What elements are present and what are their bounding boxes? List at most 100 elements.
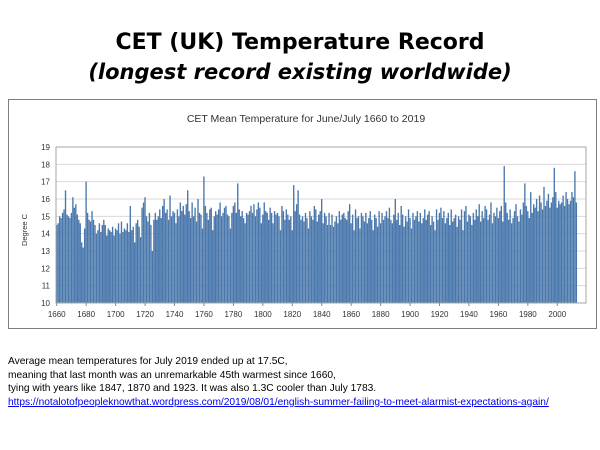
bar (204, 205, 207, 303)
bar (226, 214, 229, 303)
bar (63, 209, 65, 303)
bar (282, 211, 285, 303)
bar (307, 228, 310, 303)
bar (546, 200, 548, 303)
bar (234, 202, 236, 303)
bar (452, 221, 454, 303)
bar (510, 223, 513, 303)
bar (502, 221, 504, 303)
bar (197, 199, 199, 303)
bar (160, 218, 162, 303)
bar (334, 221, 336, 303)
bar (555, 192, 557, 303)
bar (262, 214, 264, 303)
y-tick-label: 16 (41, 195, 50, 204)
bar (509, 209, 511, 303)
bar (95, 233, 98, 303)
bar (100, 231, 102, 303)
bar (276, 212, 279, 303)
bar (347, 211, 349, 303)
bar (488, 214, 491, 303)
x-tick-label: 1760 (195, 310, 213, 319)
x-tick-label: 1660 (48, 310, 66, 319)
bar (513, 211, 516, 303)
bar (129, 205, 131, 303)
bar (98, 223, 101, 303)
bar (111, 226, 114, 303)
bar (216, 214, 218, 303)
bar (119, 233, 121, 303)
bar (281, 205, 283, 303)
bar (350, 223, 352, 303)
bar (481, 211, 483, 303)
bar (120, 221, 123, 303)
bar (97, 230, 99, 303)
x-tick-label: 1800 (254, 310, 272, 319)
bar (515, 204, 517, 303)
bar (480, 221, 482, 303)
bar (388, 207, 391, 303)
bar (440, 207, 442, 303)
bar (478, 204, 480, 303)
bar (220, 216, 223, 303)
bar (506, 212, 508, 303)
bar (412, 212, 414, 303)
x-tick-label: 1980 (519, 310, 537, 319)
x-tick-label: 1920 (431, 310, 449, 319)
bar (376, 226, 379, 303)
bar (173, 212, 176, 303)
bar (537, 211, 539, 303)
bar (148, 212, 151, 303)
bar (344, 218, 346, 303)
bar (338, 211, 341, 303)
bar (116, 230, 118, 303)
bar (70, 212, 73, 303)
bar (304, 212, 307, 303)
y-tick-label: 11 (42, 282, 51, 291)
bar (231, 212, 233, 303)
bar (303, 221, 305, 303)
bar (85, 181, 87, 303)
bar (450, 209, 452, 303)
bar (91, 211, 93, 303)
y-tick-label: 12 (41, 264, 50, 273)
bar (366, 223, 369, 303)
y-tick-label: 10 (41, 299, 50, 308)
bar (323, 212, 326, 303)
bar (256, 209, 258, 303)
bar (560, 202, 563, 303)
bar (181, 211, 183, 303)
bar (518, 221, 520, 303)
x-tick-label: 1740 (166, 310, 184, 319)
bar (154, 212, 157, 303)
bar (441, 218, 444, 303)
bar (533, 204, 535, 303)
bar (284, 219, 286, 303)
bar (141, 207, 143, 303)
bar (94, 225, 96, 303)
bar (219, 202, 221, 303)
bar (206, 212, 208, 303)
bar (491, 223, 494, 303)
bar (250, 205, 252, 303)
bar (372, 230, 374, 303)
bar (58, 216, 61, 303)
source-link[interactable]: https://notalotofpeopleknowthat.wordpres… (8, 396, 549, 408)
bar (454, 214, 457, 303)
bar (460, 209, 463, 303)
bar (534, 207, 536, 303)
caption: Average mean temperatures for July 2019 … (8, 355, 596, 409)
bar (287, 214, 289, 303)
bar (57, 223, 59, 303)
bar (351, 214, 354, 303)
bar (207, 219, 210, 303)
bar (73, 207, 76, 303)
bar (365, 212, 367, 303)
bar (103, 219, 105, 303)
bar (156, 219, 158, 303)
bar (309, 211, 311, 303)
bar (240, 216, 242, 303)
bar (357, 216, 360, 303)
bar (329, 225, 332, 303)
bar (192, 216, 195, 303)
